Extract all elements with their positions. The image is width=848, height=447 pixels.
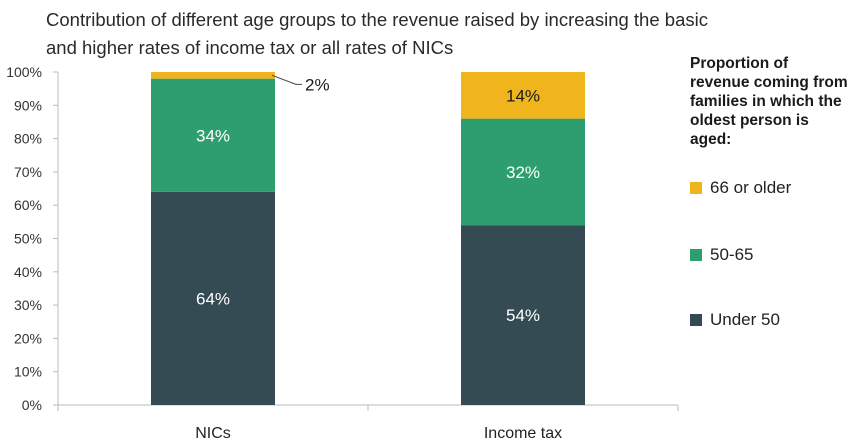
y-tick-label: 20% — [14, 330, 42, 346]
y-tick-label: 100% — [6, 64, 42, 80]
data-label: 54% — [506, 306, 540, 325]
legend-item-under-50: Under 50 — [690, 310, 780, 330]
bar-segment-50-65 — [461, 118, 585, 226]
x-category-label: Income tax — [484, 425, 562, 442]
y-tick-label: 0% — [22, 397, 42, 413]
y-tick-label: 80% — [14, 131, 42, 147]
legend-swatch-66-or-older — [690, 182, 702, 194]
chart-title: Contribution of different age groups to … — [46, 9, 708, 58]
data-label: 14% — [506, 86, 540, 105]
legend-item-50-65: 50-65 — [690, 245, 753, 265]
bar-segment-50-65 — [151, 78, 275, 192]
bar-segment-66-or-older — [151, 72, 275, 79]
callout-leader-line — [271, 74, 302, 85]
legend-label: 50-65 — [710, 245, 754, 264]
data-label: 32% — [506, 163, 540, 182]
y-tick-label: 10% — [14, 364, 42, 380]
y-tick-label: 70% — [14, 164, 42, 180]
x-category-label: NICs — [195, 425, 231, 442]
y-tick-label: 50% — [14, 231, 42, 247]
legend-title: Proportion of revenue coming from famili… — [690, 55, 848, 148]
data-label: 64% — [196, 289, 230, 308]
legend-label: Under 50 — [710, 310, 780, 329]
y-tick-label: 30% — [14, 297, 42, 313]
legend: Proportion of revenue coming from famili… — [690, 54, 848, 329]
legend-item-66-or-older: 66 or older — [690, 178, 791, 198]
bar-segment-66-or-older — [461, 72, 585, 119]
bar-segment-under-50 — [151, 191, 275, 405]
y-tick-label: 40% — [14, 264, 42, 280]
y-tick-label: 90% — [14, 97, 42, 113]
callout-label: 2% — [305, 75, 330, 94]
legend-label: 66 or older — [710, 178, 792, 197]
bar-segment-under-50 — [461, 225, 585, 405]
data-label: 34% — [196, 126, 230, 145]
legend-swatch-under-50 — [690, 314, 702, 326]
y-tick-label: 60% — [14, 197, 42, 213]
legend-swatch-50-65 — [690, 249, 702, 261]
